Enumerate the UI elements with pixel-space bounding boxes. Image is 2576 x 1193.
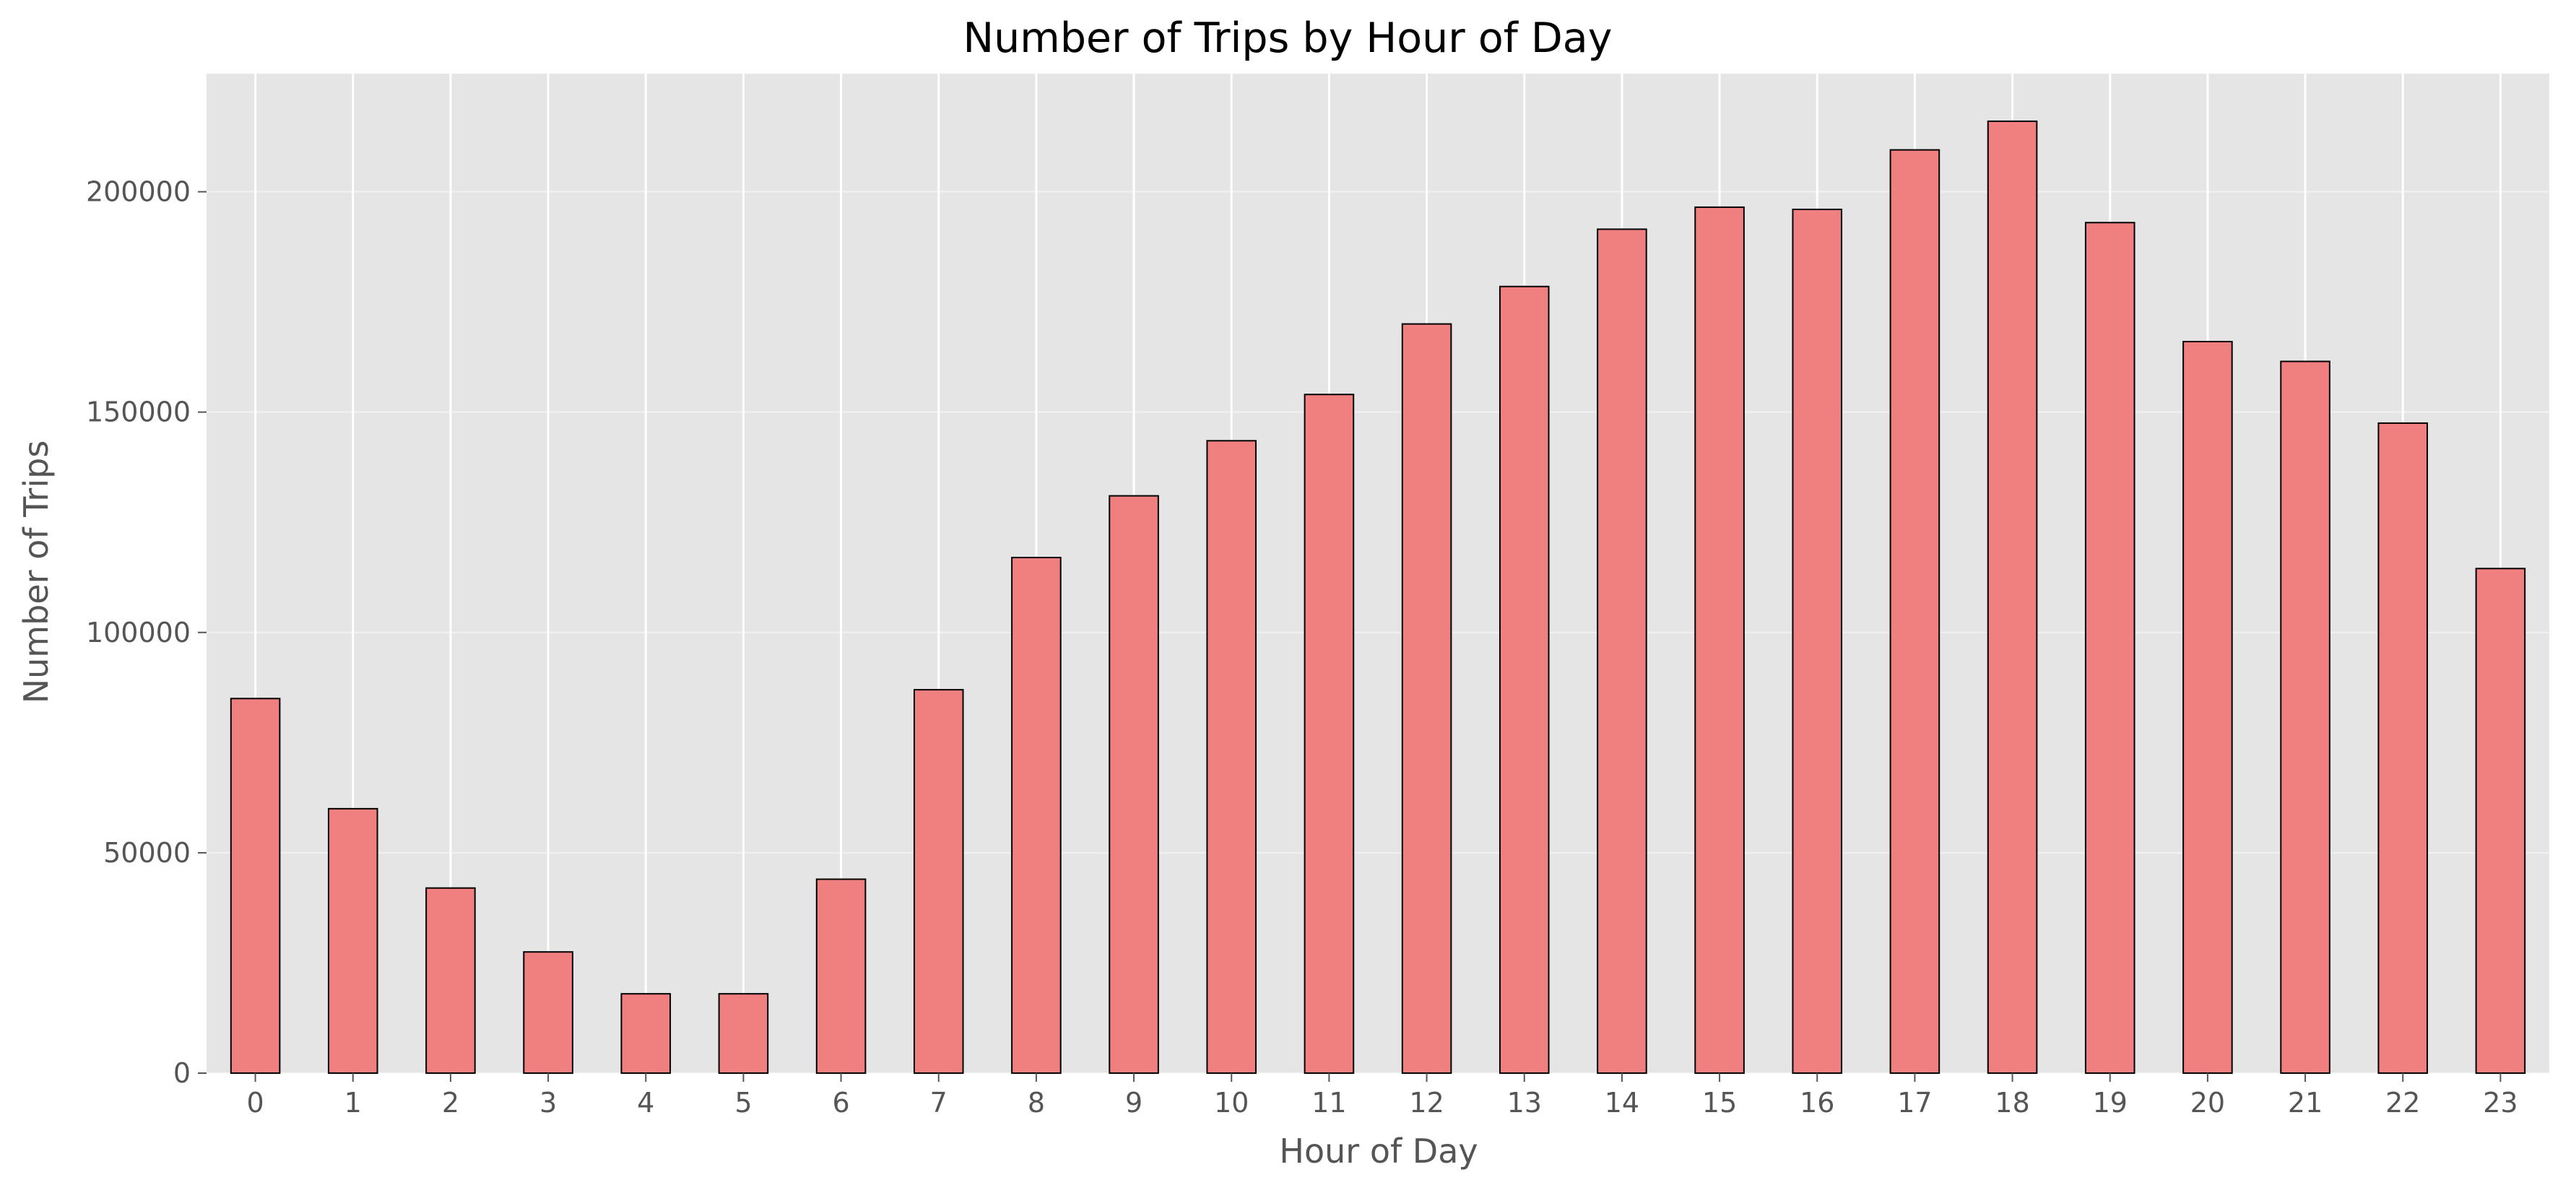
bar-hour-12 [1401, 323, 1452, 1074]
x-tick-label: 2 [442, 1087, 459, 1119]
bar-hour-17 [1889, 149, 1940, 1074]
bar-hour-4 [620, 993, 672, 1074]
y-tick-label: 100000 [86, 617, 191, 648]
y-tick-label: 150000 [86, 396, 191, 428]
bar-hour-22 [2377, 422, 2429, 1074]
bar-hour-14 [1597, 228, 1647, 1075]
y-tick-label: 50000 [103, 837, 191, 869]
x-axis-ticks: 0 1 2 3 4 5 6 7 8 9 10 11 12 13 14 15 16 17 18 19 20 21 22 23 [246, 1073, 2518, 1119]
x-tick-label: 1 [344, 1087, 362, 1119]
x-tick-label: 17 [1897, 1087, 1932, 1119]
x-tick-label: 3 [539, 1087, 557, 1119]
bar-hour-3 [523, 951, 573, 1074]
x-tick-label: 11 [1311, 1087, 1346, 1119]
bar-hour-11 [1304, 394, 1355, 1074]
x-axis-label: Hour of Day [1279, 1132, 1478, 1171]
x-tick-label: 7 [930, 1087, 947, 1119]
x-tick-label: 10 [1214, 1087, 1249, 1119]
bar-hour-10 [1206, 440, 1257, 1074]
bar-hour-1 [327, 807, 378, 1074]
x-tick-label: 16 [1800, 1087, 1834, 1119]
bar-hour-15 [1694, 206, 1745, 1075]
bar-hour-16 [1792, 208, 1843, 1075]
x-tick-label: 5 [734, 1087, 752, 1119]
x-tick-label: 0 [246, 1087, 264, 1119]
x-tick-label: 22 [2385, 1087, 2420, 1119]
bar-hour-18 [1987, 120, 2038, 1074]
bar-hour-20 [2182, 341, 2233, 1074]
bars [230, 120, 2526, 1075]
x-tick-label: 9 [1125, 1087, 1142, 1119]
x-tick-label: 12 [1409, 1087, 1444, 1119]
bar-hour-6 [815, 878, 867, 1075]
chart-title: Number of Trips by Hour of Day [963, 14, 1613, 62]
bar-hour-8 [1011, 557, 1062, 1074]
bar-hour-7 [913, 689, 964, 1074]
bar-hour-9 [1109, 495, 1159, 1074]
x-tick-label: 18 [1995, 1087, 2029, 1119]
x-tick-label: 20 [2190, 1087, 2225, 1119]
bar-hour-2 [425, 887, 476, 1075]
x-tick-label: 8 [1028, 1087, 1045, 1119]
x-tick-label: 19 [2093, 1087, 2128, 1119]
bar-hour-5 [718, 993, 769, 1074]
x-tick-label: 13 [1507, 1087, 1542, 1119]
y-tick-label: 200000 [86, 176, 191, 208]
y-axis-label: Number of Trips [17, 441, 56, 704]
bar-hour-19 [2084, 222, 2135, 1075]
bar-hour-13 [1499, 285, 1550, 1075]
bar-hour-0 [230, 698, 281, 1074]
x-tick-label: 15 [1702, 1087, 1737, 1119]
bar-hour-23 [2475, 568, 2526, 1074]
plot-area [207, 74, 2549, 1073]
bar-hour-21 [2280, 360, 2330, 1074]
x-tick-label: 6 [832, 1087, 849, 1119]
x-tick-label: 23 [2483, 1087, 2518, 1119]
x-tick-label: 21 [2288, 1087, 2323, 1119]
y-tick-label: 0 [173, 1057, 191, 1089]
x-tick-label: 4 [637, 1087, 654, 1119]
y-axis-ticks: 0 50000 100000 150000 200000 [86, 176, 207, 1089]
x-tick-label: 14 [1605, 1087, 1639, 1119]
